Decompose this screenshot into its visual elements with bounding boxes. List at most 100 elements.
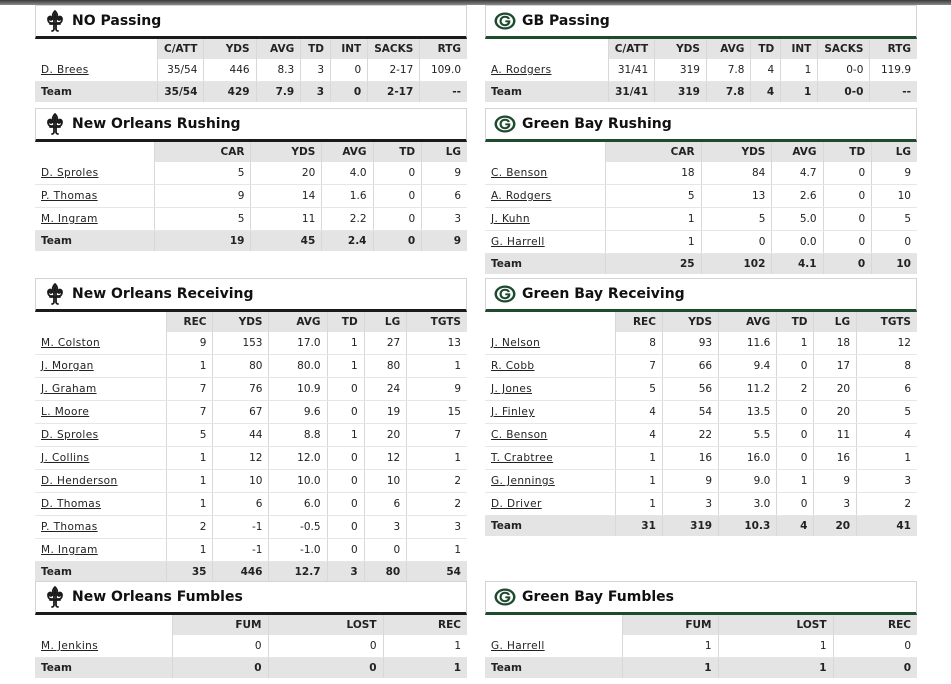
player-link[interactable]: R. Cobb xyxy=(491,360,535,372)
column-header-int[interactable]: INT xyxy=(330,39,368,59)
panel-title: New Orleans Fumbles xyxy=(72,589,243,605)
column-header-td[interactable]: TD xyxy=(776,312,814,332)
player-link[interactable]: D. Thomas xyxy=(41,498,101,510)
column-header-avg[interactable]: AVG xyxy=(771,142,824,162)
column-header-catt[interactable]: C/ATT xyxy=(156,39,204,59)
gb-passing-panel: GB Passing C/ATT YDS AVG TD INT SACKS RTG A. Rod… xyxy=(485,5,917,102)
column-header-lost[interactable]: LOST xyxy=(717,615,833,635)
column-header-tgts[interactable]: TGTS xyxy=(856,312,917,332)
player-link[interactable]: G. Harrell xyxy=(491,236,545,248)
stat-cell: 84 xyxy=(700,162,772,185)
player-link[interactable]: T. Crabtree xyxy=(491,452,554,464)
stat-cell: -1 xyxy=(212,515,269,539)
player-link[interactable]: P. Thomas xyxy=(41,190,98,202)
column-header-yds[interactable]: YDS xyxy=(250,142,322,162)
column-header-avg[interactable]: AVG xyxy=(705,39,751,59)
column-header-rec[interactable]: REC xyxy=(165,312,213,332)
player-link[interactable]: C. Benson xyxy=(491,429,548,441)
column-header-tgts[interactable]: TGTS xyxy=(406,312,467,332)
stat-cell: 12 xyxy=(212,446,269,470)
column-header-td[interactable]: TD xyxy=(372,142,422,162)
player-link[interactable]: L. Moore xyxy=(41,406,90,418)
player-link[interactable]: D. Henderson xyxy=(41,475,118,487)
column-header-rtg[interactable]: RTG xyxy=(419,39,467,59)
team-stat-cell: 3 xyxy=(300,81,331,102)
column-header-lg[interactable]: LG xyxy=(363,312,407,332)
column-header-avg[interactable]: AVG xyxy=(255,39,301,59)
stat-cell: 11 xyxy=(250,207,322,231)
team-stat-cell: 0 xyxy=(822,253,872,274)
column-header-avg[interactable]: AVG xyxy=(321,142,373,162)
table-header-row: REC YDS AVG TD LG TGTS xyxy=(35,312,467,332)
player-link[interactable]: M. Colston xyxy=(41,337,101,349)
player-link[interactable]: G. Harrell xyxy=(491,640,545,652)
column-header-yds[interactable]: YDS xyxy=(212,312,269,332)
column-header-yds[interactable]: YDS xyxy=(661,312,719,332)
column-header-rec[interactable]: REC xyxy=(832,615,917,635)
column-header-yds[interactable]: YDS xyxy=(700,142,772,162)
column-header-sacks[interactable]: SACKS xyxy=(367,39,420,59)
stat-cell: 7.8 xyxy=(705,59,751,82)
column-header-car[interactable]: CAR xyxy=(604,142,702,162)
player-cell: D. Brees xyxy=(35,59,158,82)
top-shadow-bar xyxy=(0,0,951,5)
stat-cell: 153 xyxy=(212,332,269,355)
player-link[interactable]: J. Jones xyxy=(491,383,533,395)
column-header-int[interactable]: INT xyxy=(780,39,818,59)
player-link[interactable]: P. Thomas xyxy=(41,521,98,533)
player-link[interactable]: D. Brees xyxy=(41,64,89,76)
column-header-lost[interactable]: LOST xyxy=(267,615,383,635)
player-link[interactable]: M. Jenkins xyxy=(41,640,99,652)
stat-cell: 7 xyxy=(406,423,467,447)
player-cell: R. Cobb xyxy=(485,354,616,378)
column-header-sacks[interactable]: SACKS xyxy=(817,39,870,59)
stat-cell: 16 xyxy=(661,446,719,470)
column-header-td[interactable]: TD xyxy=(300,39,331,59)
stat-cell: 11.6 xyxy=(718,332,777,355)
stat-cell: 9 xyxy=(406,377,467,401)
stat-cell: 3 xyxy=(813,492,857,516)
player-link[interactable]: J. Collins xyxy=(41,452,90,464)
column-header-fum[interactable]: FUM xyxy=(621,615,718,635)
column-header-catt[interactable]: C/ATT xyxy=(607,39,655,59)
player-link[interactable]: M. Ingram xyxy=(41,213,98,225)
player-link[interactable]: D. Sproles xyxy=(41,429,99,441)
team-stat-cell: 1 xyxy=(382,657,467,678)
player-link[interactable]: A. Rodgers xyxy=(491,64,552,76)
player-link[interactable]: G. Jennings xyxy=(491,475,555,487)
player-link[interactable]: J. Nelson xyxy=(491,337,541,349)
column-header-avg[interactable]: AVG xyxy=(718,312,777,332)
blank-header-cell xyxy=(485,312,616,332)
stat-cell: 22 xyxy=(661,423,719,447)
column-header-lg[interactable]: LG xyxy=(421,142,467,162)
player-link[interactable]: A. Rodgers xyxy=(491,190,552,202)
column-header-lg[interactable]: LG xyxy=(871,142,917,162)
stat-cell: 13 xyxy=(700,184,772,208)
player-link[interactable]: J. Kuhn xyxy=(491,213,530,225)
player-link[interactable]: D. Driver xyxy=(491,498,542,510)
player-link[interactable]: M. Ingram xyxy=(41,544,98,556)
player-link[interactable]: J. Morgan xyxy=(41,360,94,372)
column-header-yds[interactable]: YDS xyxy=(203,39,257,59)
player-link[interactable]: D. Sproles xyxy=(41,167,99,179)
team-label: Team xyxy=(485,515,616,536)
player-link[interactable]: J. Graham xyxy=(41,383,97,395)
column-header-rec[interactable]: REC xyxy=(382,615,467,635)
player-link[interactable]: J. Finley xyxy=(491,406,535,418)
column-header-lg[interactable]: LG xyxy=(813,312,857,332)
column-header-avg[interactable]: AVG xyxy=(268,312,328,332)
column-header-yds[interactable]: YDS xyxy=(654,39,707,59)
column-header-rec[interactable]: REC xyxy=(614,312,663,332)
stat-cell: 3 xyxy=(661,492,719,516)
team-stat-cell: 7.9 xyxy=(255,81,301,102)
team-stat-cell: 446 xyxy=(212,561,269,582)
column-header-td[interactable]: TD xyxy=(326,312,365,332)
player-link[interactable]: C. Benson xyxy=(491,167,548,179)
column-header-car[interactable]: CAR xyxy=(154,142,251,162)
player-cell: M. Ingram xyxy=(35,207,155,231)
column-header-td[interactable]: TD xyxy=(750,39,781,59)
column-header-rtg[interactable]: RTG xyxy=(869,39,917,59)
column-header-td[interactable]: TD xyxy=(822,142,872,162)
stat-cell: 1 xyxy=(614,446,663,470)
column-header-fum[interactable]: FUM xyxy=(171,615,268,635)
